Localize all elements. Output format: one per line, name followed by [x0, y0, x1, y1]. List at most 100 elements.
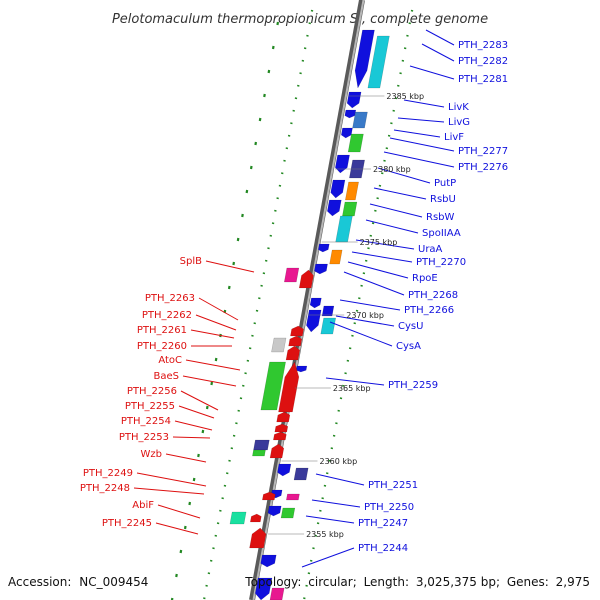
gene-arrow: [344, 109, 357, 119]
tick-dot: [192, 477, 196, 482]
gene-label: PTH_2266: [404, 305, 454, 316]
scale-label: 2360 kbp: [319, 457, 357, 466]
tick-dot: [276, 21, 280, 26]
gene-label: PTH_2261: [137, 325, 187, 336]
gene-arrow: [267, 505, 282, 517]
gene-label: CysA: [396, 341, 421, 352]
scale-label: 2365 kbp: [333, 384, 371, 393]
tick-dot: [236, 237, 240, 242]
tick-dot: [214, 357, 218, 362]
topology-label: Topology:: [244, 575, 301, 589]
tick-dot: [210, 381, 214, 386]
gene-label: PTH_2259: [388, 380, 438, 391]
gene-label: BaeS: [154, 371, 180, 382]
gene-label: PTH_2262: [142, 310, 192, 321]
genes-value: 2,975: [556, 575, 590, 589]
gene-label: PTH_2263: [145, 293, 195, 304]
gene-label: PTH_2248: [80, 483, 130, 494]
map-title: Pelotomaculum thermopropionicum SI, comp…: [112, 12, 488, 27]
gene-arrow: [330, 179, 346, 199]
label-leader: [393, 129, 441, 138]
gene-label: PTH_2250: [364, 502, 414, 513]
gene-feature: [260, 361, 286, 411]
gene-label: AtoC: [158, 355, 182, 366]
tick-dot: [271, 45, 275, 50]
gene-feature: [321, 305, 335, 317]
gene-label: PTH_2247: [358, 518, 408, 529]
gene-label: SplB: [180, 256, 202, 267]
gene-feature: [252, 449, 266, 457]
label-leaders: [133, 29, 455, 568]
scale-labels: 2385 kbp 2380 kbp 2375 kbp 2370 kbp 2365 kbp…: [268, 92, 424, 539]
gene-arrow: [262, 491, 276, 501]
tick-marks: [170, 9, 414, 600]
label-leader: [315, 473, 365, 486]
scale-label: 2370 kbp: [346, 311, 384, 320]
length-label: Length:: [364, 575, 409, 589]
label-leader: [157, 504, 201, 519]
tick-dot: [249, 165, 253, 170]
gene-label: PTH_2256: [127, 386, 177, 397]
gene-feature: [352, 111, 368, 129]
gene-arrow: [288, 335, 303, 347]
gene-label: PTH_2277: [458, 146, 508, 157]
gene-arrow: [276, 411, 291, 423]
gene-label: PTH_2255: [125, 401, 175, 412]
gene-feature: [284, 267, 300, 283]
tick-dot: [197, 453, 200, 458]
gene-label: PTH_2283: [458, 40, 508, 51]
label-leader: [369, 203, 423, 218]
label-leader: [389, 137, 455, 152]
gene-arrow: [327, 199, 342, 217]
label-leader: [182, 375, 237, 387]
gene-label: Wzb: [141, 449, 162, 460]
gene-feature: [253, 439, 270, 451]
gene-arrow: [317, 243, 330, 253]
label-leader: [311, 499, 361, 508]
label-leader: [373, 187, 427, 200]
tick-dot: [232, 261, 236, 266]
accession-label: Accession:: [8, 575, 71, 589]
label-leader: [180, 390, 219, 411]
gene-feature: [271, 337, 287, 353]
tick-dot: [205, 405, 209, 410]
gene-arrow: [285, 345, 301, 361]
gene-label: LivG: [448, 117, 470, 128]
gene-label: PTH_2282: [458, 56, 508, 67]
gene-feature: [280, 507, 296, 519]
label-leader: [351, 251, 413, 263]
gene-arrow: [269, 443, 285, 459]
gene-arrow: [346, 91, 362, 109]
gene-feature: [347, 133, 364, 153]
label-leader: [377, 167, 431, 184]
label-leader: [172, 436, 211, 439]
gene-label: LivF: [444, 132, 464, 143]
tick-dot: [188, 501, 192, 506]
gene-arrow: [354, 29, 375, 89]
tick-dot: [227, 285, 231, 290]
gene-feature: [229, 511, 247, 525]
gene-feature: [367, 35, 390, 89]
gene-feature: [269, 587, 285, 600]
label-leader: [421, 43, 455, 62]
label-leader: [136, 472, 207, 487]
tick-dot: [254, 141, 258, 146]
gene-label: RsbW: [426, 212, 455, 223]
genome-summary: Topology: circular; Length: 3,025,375 bp…: [244, 575, 590, 589]
label-leader: [174, 420, 213, 431]
scale-label: 2380 kbp: [373, 165, 411, 174]
accession-line: Accession: NC_009454: [8, 575, 148, 589]
gene-label: LivK: [448, 102, 469, 113]
topology-value: circular: [308, 575, 352, 589]
label-leader: [365, 219, 419, 234]
label-leader: [409, 65, 455, 80]
gene-arrow: [295, 365, 308, 373]
gene-label: PTH_2270: [416, 257, 466, 268]
gene-label: PTH_2253: [119, 432, 169, 443]
gene-label: PutP: [434, 178, 456, 189]
label-leader: [403, 99, 445, 108]
gene-label: PTH_2249: [83, 468, 133, 479]
accession-value: NC_009454: [79, 575, 148, 589]
